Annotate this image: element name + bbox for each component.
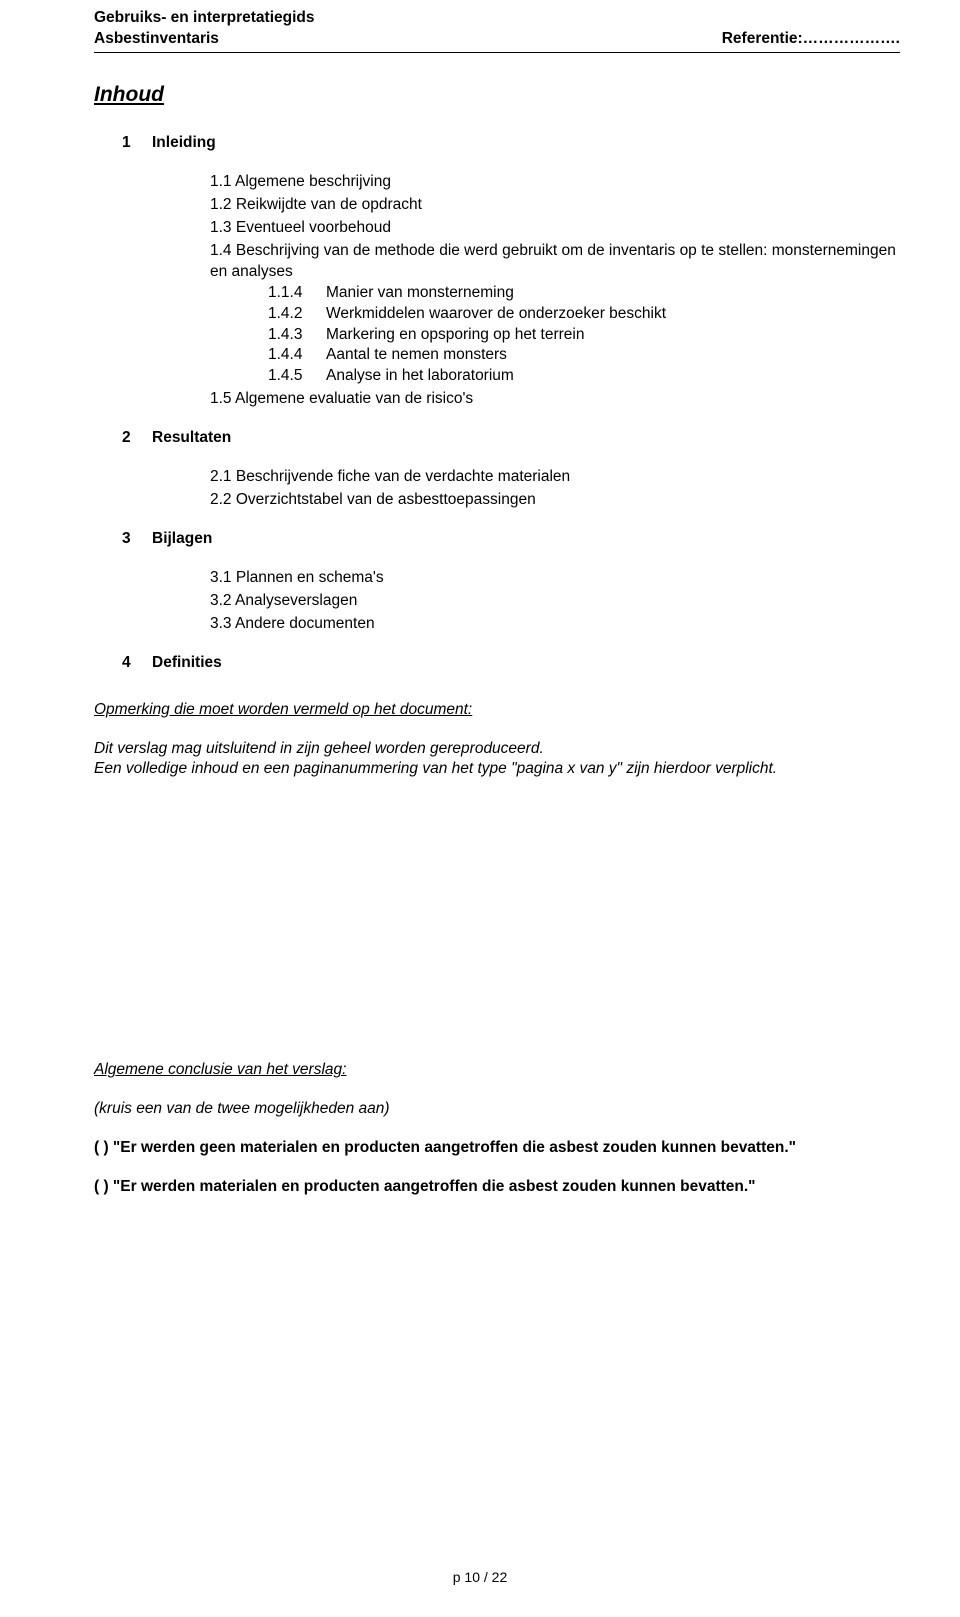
toc-item: 1.5 Algemene evaluatie van de risico's: [210, 389, 900, 410]
page-number: p 10 / 22: [453, 1568, 508, 1587]
header-reference: Referentie:……………….: [722, 29, 900, 50]
conclusion-option-2: ( ) "Er werden materialen en producten a…: [94, 1177, 900, 1198]
toc-item: 2.1 Beschrijvende fiche van de verdachte…: [210, 467, 900, 488]
toc-sub-label: Analyse in het laboratorium: [326, 366, 514, 387]
document-page: Gebruiks- en interpretatiegids Asbestinv…: [0, 0, 960, 1617]
toc-sub-label: Werkmiddelen waarover de onderzoeker bes…: [326, 304, 666, 325]
toc-subitem: 1.4.5Analyse in het laboratorium: [268, 366, 900, 387]
toc-item: 2.2 Overzichtstabel van de asbesttoepass…: [210, 490, 900, 511]
toc-sub-number: 1.4.2: [268, 304, 326, 325]
toc-sub-label: Markering en opsporing op het terrein: [326, 325, 584, 346]
toc-sub-label: Manier van monsterneming: [326, 283, 514, 304]
toc-label: Bijlagen: [152, 529, 212, 550]
toc-number: 2: [122, 428, 152, 449]
page-title: Inhoud: [94, 81, 900, 109]
toc-section-3: 3 Bijlagen: [122, 529, 900, 550]
header-divider: [94, 52, 900, 53]
toc-item: 1.3 Eventueel voorbehoud: [210, 218, 900, 239]
header-title-line1: Gebruiks- en interpretatiegids: [94, 8, 900, 29]
toc-item: 1.4 Beschrijving van de methode die werd…: [210, 241, 900, 283]
toc-subitem: 1.1.4Manier van monsterneming: [268, 283, 900, 304]
remark-body: Dit verslag mag uitsluitend in zijn gehe…: [94, 739, 900, 781]
toc-item: 3.1 Plannen en schema's: [210, 568, 900, 589]
remark-heading: Opmerking die moet worden vermeld op het…: [94, 700, 900, 721]
toc-number: 3: [122, 529, 152, 550]
table-of-contents: 1 Inleiding 1.1 Algemene beschrijving 1.…: [122, 133, 900, 673]
toc-item: 1.2 Reikwijdte van de opdracht: [210, 195, 900, 216]
conclusion-subheading: (kruis een van de twee mogelijkheden aan…: [94, 1099, 900, 1120]
toc-sub-number: 1.4.5: [268, 366, 326, 387]
toc-label: Resultaten: [152, 428, 231, 449]
toc-number: 1: [122, 133, 152, 154]
header-title-line2: Asbestinventaris: [94, 29, 219, 50]
toc-section-4: 4 Definities: [122, 653, 900, 674]
toc-item: 3.2 Analyseverslagen: [210, 591, 900, 612]
toc-subitem: 1.4.3Markering en opsporing op het terre…: [268, 325, 900, 346]
toc-label: Definities: [152, 653, 222, 674]
conclusion-heading: Algemene conclusie van het verslag:: [94, 1060, 900, 1081]
conclusion-option-1: ( ) "Er werden geen materialen en produc…: [94, 1138, 900, 1159]
toc-section-1: 1 Inleiding: [122, 133, 900, 154]
remark-line-2: Een volledige inhoud en een paginanummer…: [94, 760, 777, 777]
toc-section-2: 2 Resultaten: [122, 428, 900, 449]
toc-number: 4: [122, 653, 152, 674]
toc-subitem: 1.4.2Werkmiddelen waarover de onderzoeke…: [268, 304, 900, 325]
toc-sub-label: Aantal te nemen monsters: [326, 345, 507, 366]
toc-item: 3.3 Andere documenten: [210, 614, 900, 635]
toc-sub-number: 1.4.4: [268, 345, 326, 366]
toc-item: 1.1 Algemene beschrijving: [210, 172, 900, 193]
toc-subitem: 1.4.4Aantal te nemen monsters: [268, 345, 900, 366]
remark-line-1: Dit verslag mag uitsluitend in zijn gehe…: [94, 740, 544, 757]
toc-sub-number: 1.1.4: [268, 283, 326, 304]
toc-label: Inleiding: [152, 133, 216, 154]
page-header: Gebruiks- en interpretatiegids Asbestinv…: [94, 8, 900, 53]
toc-sub-number: 1.4.3: [268, 325, 326, 346]
